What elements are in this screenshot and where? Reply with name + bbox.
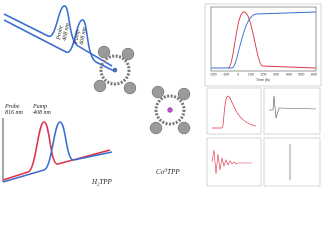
trace <box>211 11 317 69</box>
small-panel <box>206 87 262 135</box>
small-panel <box>263 137 321 187</box>
x-tick-label: 400 <box>286 73 292 77</box>
pump-pulse <box>2 121 113 183</box>
kinetics-panel <box>204 3 322 87</box>
x-axis-label: Time (fs) <box>256 78 270 82</box>
molecule-label: CoIITPP <box>156 168 180 177</box>
probe-pulse <box>3 5 113 67</box>
x-tick-label: 100 <box>248 73 254 77</box>
graphical-abstract: Probe408 nm Pump408 nm Probe 816 nm Pump 4… <box>2 3 322 187</box>
molecule-illustration <box>93 45 137 95</box>
small-panel <box>263 87 321 135</box>
x-tick-label: 500 <box>298 73 304 77</box>
x-tick-label: 0 <box>237 73 239 77</box>
pump-pulse <box>3 19 117 73</box>
x-tick-labels: -200 -100 0 100 200 300 400 500 600 <box>209 73 317 77</box>
trace <box>212 95 257 129</box>
pulse-label: Probe408 nm <box>56 21 71 42</box>
pulse-label: Pump408 nm <box>73 25 88 46</box>
x-tick-label: 300 <box>273 73 279 77</box>
trace <box>269 95 317 119</box>
x-tick-label: -200 <box>209 73 216 77</box>
trace <box>211 11 317 69</box>
plot-frame <box>210 6 317 72</box>
x-tick-label: 600 <box>311 73 317 77</box>
pulse-label: Probe 816 nm <box>4 104 24 116</box>
molecule-illustration <box>149 85 191 135</box>
upper-pulses <box>3 5 117 73</box>
x-tick-label: 200 <box>261 73 267 77</box>
trace <box>211 149 252 175</box>
molecule-label: H2TPP <box>91 178 112 187</box>
x-tick-label: -100 <box>222 73 229 77</box>
probe-pulse <box>2 121 111 181</box>
